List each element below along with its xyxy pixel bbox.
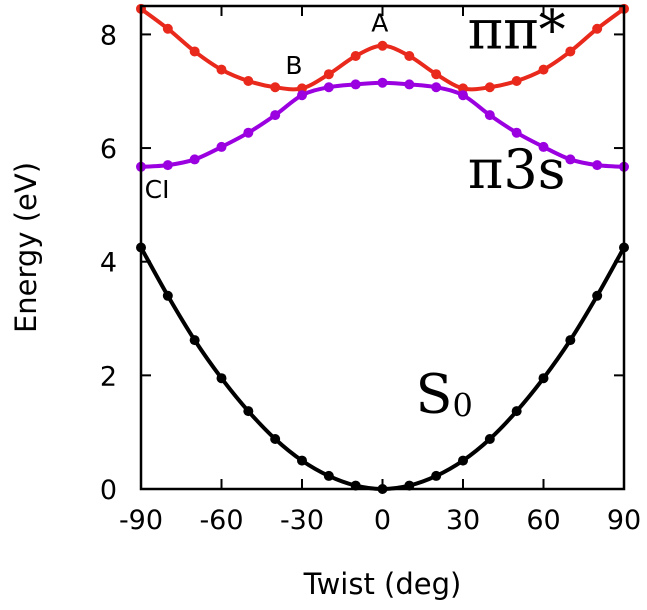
series-0-point xyxy=(162,290,173,301)
x-tick-label: 60 xyxy=(526,505,560,536)
series-0-point xyxy=(538,373,549,384)
series-0-point xyxy=(511,406,522,417)
series-1-point xyxy=(323,69,334,80)
series-0-point xyxy=(592,290,603,301)
series-2-point xyxy=(350,79,361,90)
series-2-point xyxy=(377,77,388,88)
series-1-point xyxy=(592,23,603,34)
y-tick-label: 4 xyxy=(100,248,117,279)
series-2-point xyxy=(162,160,173,171)
state-label-main: π3s xyxy=(468,138,566,201)
x-tick-label: 0 xyxy=(374,505,391,536)
series-1-point xyxy=(216,64,227,75)
x-axis-title: Twist (deg) xyxy=(303,567,462,601)
series-2-point xyxy=(484,110,495,121)
state-label-subscript: 0 xyxy=(453,386,473,424)
series-2-point xyxy=(323,82,334,93)
x-tick-label: 30 xyxy=(446,505,480,536)
point-annotation: CI xyxy=(145,175,170,204)
series-1-point xyxy=(511,76,522,87)
series-0-point xyxy=(484,433,495,444)
chart-texts: A B CI ππ* π3s S0 xyxy=(145,0,566,425)
state-label: ππ* xyxy=(468,0,566,62)
series-1-point xyxy=(565,46,576,57)
state-label: π3s xyxy=(468,138,566,201)
series-0-point xyxy=(270,433,281,444)
series-1-point xyxy=(377,40,388,51)
series-2-point xyxy=(297,90,307,101)
state-label-main: S xyxy=(416,362,453,425)
point-annotation: B xyxy=(285,51,302,80)
series-2-point xyxy=(189,154,200,165)
y-tick-label: 6 xyxy=(100,134,117,165)
series-2-point xyxy=(431,82,442,93)
series-0-point xyxy=(216,373,227,384)
state-label-main: ππ* xyxy=(468,0,566,62)
series-0-point xyxy=(297,455,307,466)
series-1-point xyxy=(189,46,200,57)
y-tick-label: 0 xyxy=(100,475,117,506)
series-2-point xyxy=(511,127,522,138)
series-1-point xyxy=(431,69,442,80)
series-2-point xyxy=(565,154,576,165)
y-tick-label: 2 xyxy=(100,361,117,392)
series-0-point xyxy=(243,406,254,417)
series-0-line xyxy=(139,246,626,491)
series-1-point xyxy=(270,82,281,93)
series-1-point xyxy=(162,23,173,34)
series-1-point xyxy=(538,64,549,75)
state-label: S0 xyxy=(416,362,473,425)
series-2-point xyxy=(592,160,603,171)
y-tick-label: 8 xyxy=(100,20,117,51)
series-0-point xyxy=(565,335,576,346)
series-1-point xyxy=(404,51,415,62)
axis-ticks: -90 -60 -30 0 30 60 90 0 2 4 6 8 xyxy=(100,6,641,536)
point-annotation: A xyxy=(371,9,388,38)
series-2-point xyxy=(270,110,281,121)
series-1-point xyxy=(350,51,361,62)
series-2-point xyxy=(216,141,227,152)
y-axis-title: Energy (eV) xyxy=(9,162,43,333)
x-tick-label: -30 xyxy=(280,505,324,536)
curves-layer xyxy=(136,3,629,494)
series-0-point xyxy=(458,455,468,466)
series-0-point xyxy=(431,470,442,481)
series-1-point xyxy=(243,76,254,87)
series-2-point xyxy=(538,141,549,152)
x-tick-label: -90 xyxy=(119,505,163,536)
series-0-point xyxy=(189,335,200,346)
series-0-point xyxy=(323,470,334,481)
x-tick-label: -60 xyxy=(199,505,243,536)
x-tick-label: 90 xyxy=(607,505,641,536)
series-2-point xyxy=(458,90,468,101)
series-1-point xyxy=(484,82,495,93)
series-2-point xyxy=(404,79,415,90)
series-2-point xyxy=(243,127,254,138)
